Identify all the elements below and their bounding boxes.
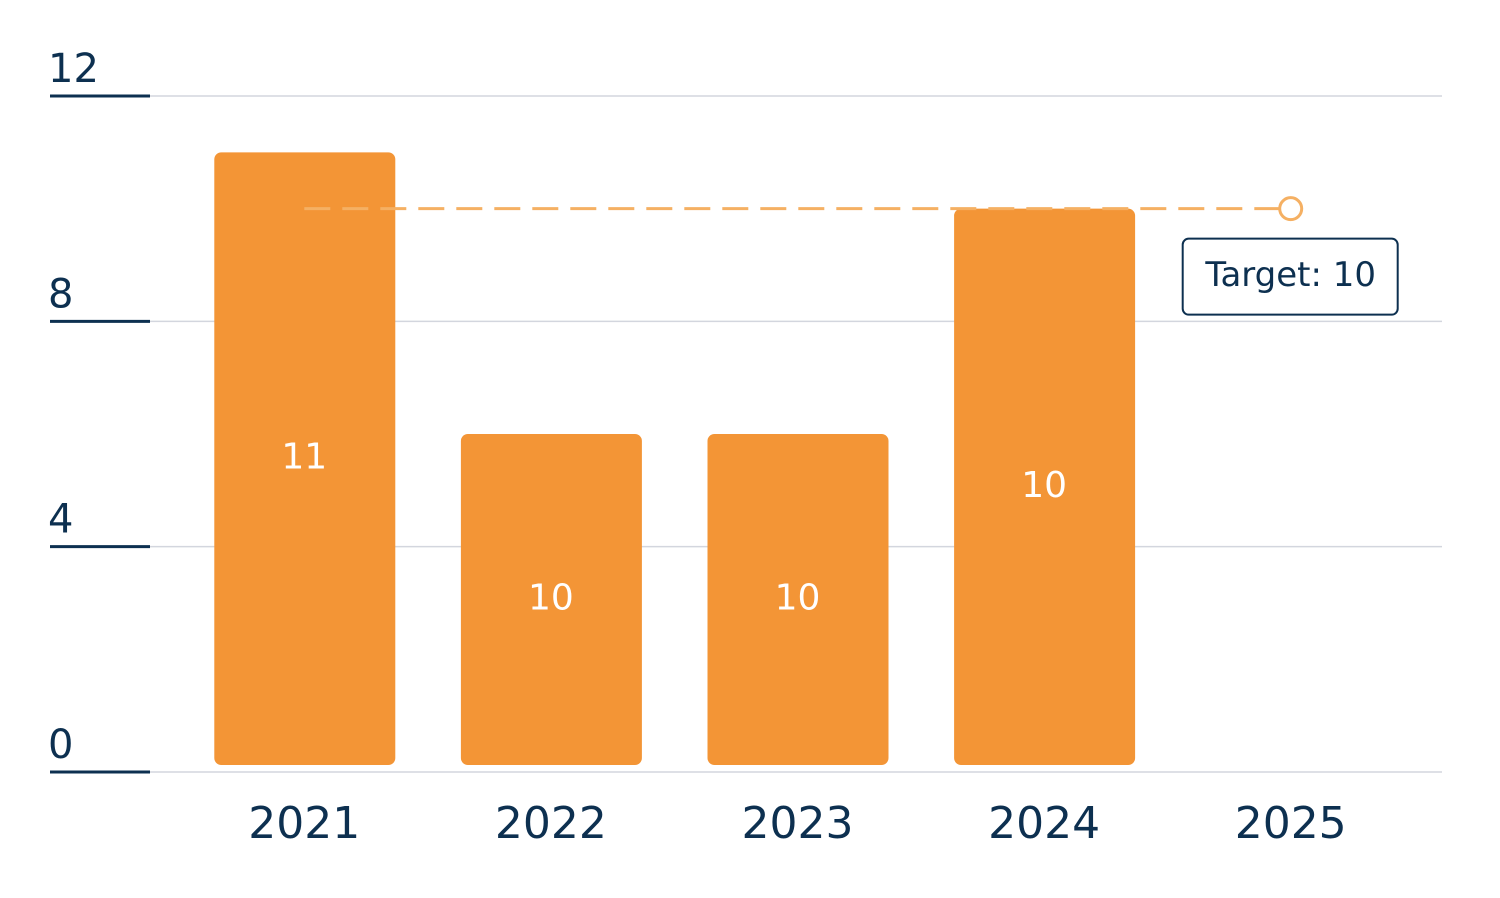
bar	[460, 434, 642, 765]
bar	[707, 434, 889, 765]
bar-label: 10	[1021, 465, 1067, 506]
x-tick-label: 2025	[1235, 798, 1347, 849]
target-marker	[1278, 196, 1304, 222]
x-tick-label: 2024	[988, 798, 1100, 849]
bar	[954, 208, 1136, 765]
bar	[214, 152, 396, 766]
target-label: Target: 10	[1204, 255, 1376, 295]
y-tick-label: 12	[48, 46, 99, 92]
x-tick-label: 2022	[495, 798, 607, 849]
target-box	[1181, 237, 1399, 316]
y-tick-label: 0	[48, 722, 73, 768]
bar-label: 11	[281, 437, 327, 478]
x-tick-label: 2021	[248, 798, 360, 849]
bar-label: 10	[528, 578, 574, 619]
x-tick-label: 2023	[742, 798, 854, 849]
y-tick-label: 4	[48, 497, 73, 543]
bar-label: 10	[775, 578, 821, 619]
y-tick-label: 8	[48, 271, 73, 317]
